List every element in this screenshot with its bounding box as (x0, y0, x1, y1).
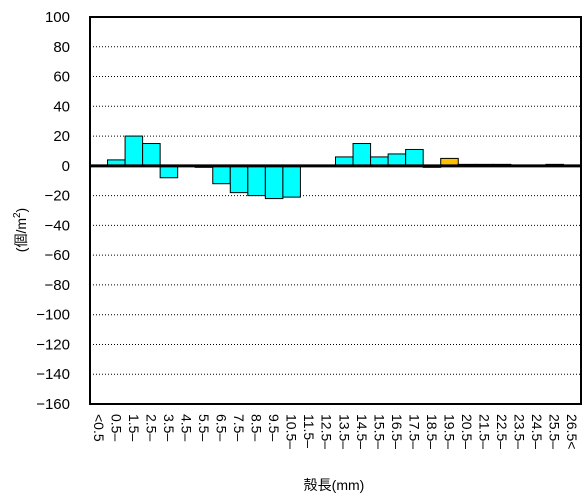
x-tick-label: 12.5– (319, 414, 335, 449)
x-tick-label: 20.5– (459, 414, 475, 449)
x-tick-label: 24.5– (529, 414, 545, 449)
x-tick-label: 19.5– (441, 414, 457, 449)
y-axis-label: (個/m2) (12, 208, 29, 252)
y-tick-label: 100 (45, 9, 70, 26)
bar (142, 143, 161, 167)
bar (124, 135, 144, 167)
bar (352, 143, 372, 167)
x-tick-label: 7.5– (231, 414, 247, 441)
x-tick-label: 16.5– (389, 414, 405, 449)
x-tick-label: 8.5– (249, 414, 265, 441)
x-tick-label: 2.5– (143, 414, 159, 441)
x-tick-label: 25.5– (547, 414, 563, 449)
x-tick-label: 21.5– (477, 414, 493, 449)
y-tick-label: −60 (45, 247, 70, 264)
bar (212, 165, 231, 185)
x-tick-labels: <0.5 0.5– 1.5– 2.5– 3.5– 4.5– 5.5– 6.5– 7.5– 8.5–… (91, 414, 580, 449)
x-tick-label: 15.5– (371, 414, 387, 449)
y-tick-label: 60 (53, 69, 70, 86)
y-tick-label: −120 (36, 336, 70, 353)
x-tick-label: 9.5– (266, 414, 282, 441)
x-tick-label: 26.5< (564, 414, 580, 449)
x-tick-label: 23.5– (512, 414, 528, 449)
y-tick-label: −40 (45, 217, 70, 234)
x-tick-label: 4.5– (178, 414, 194, 441)
x-tick-label: 18.5– (424, 414, 440, 449)
y-tick-label: −80 (45, 277, 70, 294)
x-tick-label: 13.5– (336, 414, 352, 449)
bar (405, 148, 424, 167)
y-tick-label: 80 (53, 39, 70, 56)
y-tick-label: 20 (53, 128, 70, 145)
gridlines (90, 46, 581, 375)
bar (247, 165, 266, 197)
x-tick-label: 1.5– (126, 414, 142, 441)
x-tick-label: <0.5 (91, 414, 107, 442)
x-axis-label: 殻長(mm) (304, 477, 365, 493)
y-tick-label: 0 (62, 158, 70, 175)
x-tick-label: 11.5– (301, 414, 317, 448)
bar (229, 165, 249, 194)
x-tick-label: 14.5– (354, 414, 370, 449)
bar (282, 165, 301, 198)
bar (387, 153, 407, 167)
x-tick-label: 5.5– (196, 414, 212, 441)
y-tick-labels: 100 80 60 40 20 0 −20 −40 −60 −80 −100 −120 −140 −160 (36, 9, 70, 413)
y-tick-label: −160 (36, 396, 70, 413)
x-tick-label: 3.5– (161, 414, 177, 441)
y-tick-label: −100 (36, 307, 70, 324)
bars (89, 135, 582, 200)
y-tick-label: −140 (36, 366, 70, 383)
x-tick-label: 0.5– (108, 414, 124, 441)
y-tick-label: −20 (45, 188, 70, 205)
x-tick-label: 6.5– (214, 414, 230, 441)
plot-area (89, 16, 582, 405)
x-tick-label: 10.5– (284, 414, 300, 449)
x-tick-label: 17.5– (406, 414, 422, 449)
bar (264, 165, 284, 200)
bar (159, 165, 179, 179)
x-tick-label: 22.5– (494, 414, 510, 449)
y-tick-label: 40 (53, 98, 70, 115)
